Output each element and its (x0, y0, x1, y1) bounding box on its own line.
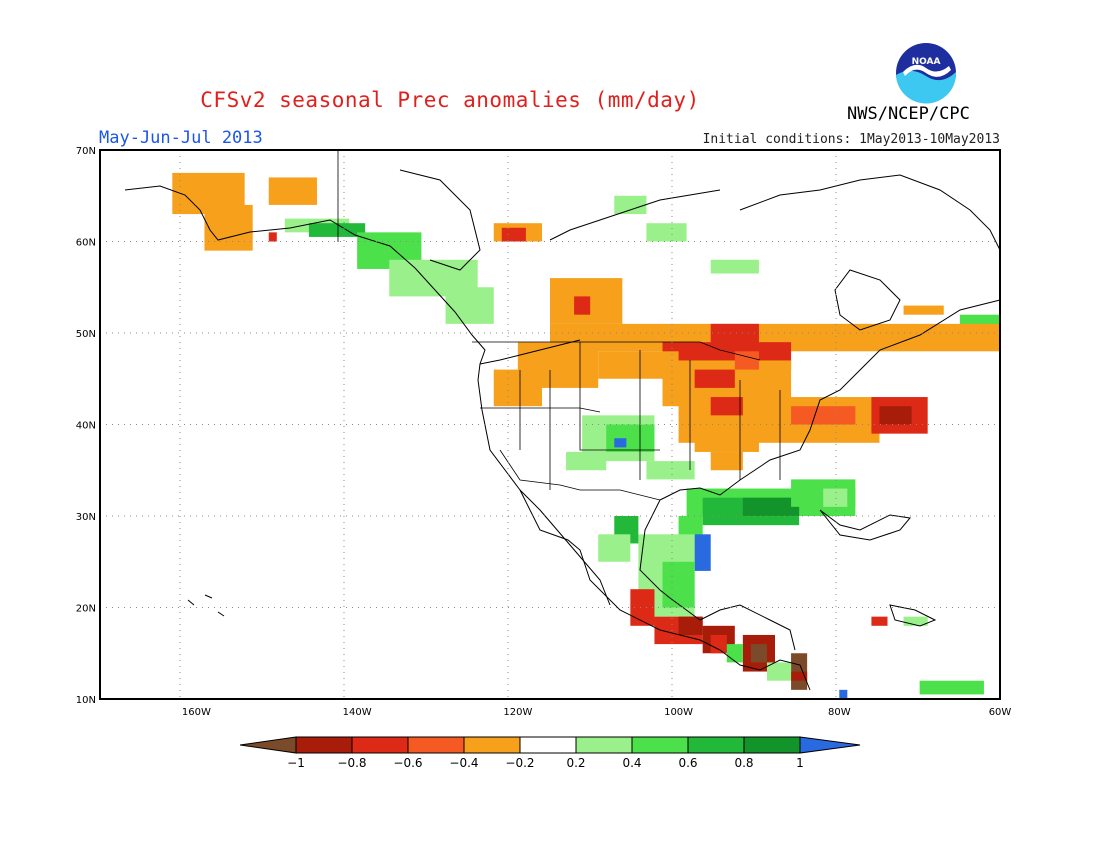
agency-label: NWS/NCEP/CPC (847, 104, 970, 124)
anomaly-cell (493, 369, 542, 407)
anomaly-cell (919, 680, 984, 695)
noaa-logo: NOAA (896, 43, 957, 104)
lat-label: 60N (76, 238, 96, 249)
map-title: CFSv2 seasonal Prec anomalies (mm/day) (200, 88, 700, 112)
political-borders (337, 150, 781, 501)
anomaly-cell (710, 397, 743, 416)
anomaly-cell (501, 227, 526, 242)
color-bar-boxes (240, 736, 861, 754)
anomaly-cell (268, 232, 277, 242)
anomaly-cell (614, 438, 627, 448)
color-bar-labels: −1 −0.8 −0.6 −0.4 −0.2 0.2 0.4 0.6 0.8 1 (287, 756, 804, 770)
color-bar-max-arrow (799, 736, 861, 754)
map-frame (99, 149, 1001, 700)
color-bar-label: −0.2 (505, 756, 534, 770)
color-bar-label: 0.8 (734, 756, 753, 770)
anomaly-cell (766, 662, 792, 681)
anomaly-cells (172, 172, 1000, 699)
lon-label: 100W (664, 707, 693, 718)
anomaly-cell (734, 351, 759, 370)
anomaly-cell (871, 616, 888, 626)
color-bar-label: −0.8 (337, 756, 366, 770)
color-bar-box (351, 736, 409, 754)
coastlines (124, 169, 1001, 691)
color-bar-label: 1 (796, 756, 804, 770)
color-bar-label: −1 (287, 756, 305, 770)
lat-label: 50N (76, 329, 96, 340)
color-bar-label: −0.4 (449, 756, 478, 770)
anomaly-cell (694, 369, 735, 388)
anomaly-cell (694, 534, 711, 571)
color-bar-box (743, 736, 801, 754)
lon-label: 60W (989, 707, 1012, 718)
lon-label: 120W (503, 707, 532, 718)
lat-label: 20N (76, 604, 96, 615)
anomaly-cell (726, 644, 743, 663)
anomaly-cell (710, 634, 727, 654)
anomaly-cell (566, 451, 607, 471)
color-bar-box (575, 736, 633, 754)
anomaly-cell (445, 287, 494, 324)
forecast-period: May-Jun-Jul 2013 (99, 128, 263, 148)
anomaly-cell (598, 534, 631, 562)
lat-label: 40N (76, 421, 96, 432)
color-bar-box (631, 736, 689, 754)
anomaly-cell (574, 296, 591, 315)
anomaly-cell (903, 305, 944, 315)
anomaly-cell (823, 488, 848, 507)
anomaly-cell (614, 195, 647, 215)
lon-axis: 160W 140W 120W 100W 80W 60W (182, 707, 1011, 718)
color-bar-box (687, 736, 745, 754)
color-bar-box (463, 736, 521, 754)
anomaly-cell (606, 424, 655, 452)
graticule (100, 150, 1000, 699)
anomaly-cell (710, 259, 759, 274)
lat-label: 30N (76, 512, 96, 523)
anomaly-cell (646, 461, 695, 480)
anomaly-cell (694, 424, 759, 452)
anomaly-cell (750, 644, 767, 663)
logo-text: NOAA (912, 57, 941, 67)
anomaly-cell (646, 223, 687, 242)
anomaly-cell (839, 689, 848, 699)
lon-label: 80W (828, 707, 851, 718)
color-bar-box (519, 736, 577, 754)
anomaly-cell (662, 561, 695, 608)
color-bar-min-arrow (240, 736, 297, 754)
anomaly-cell (268, 177, 317, 205)
color-bar-label: 0.4 (622, 756, 641, 770)
anomaly-cell (903, 616, 928, 626)
lon-label: 160W (182, 707, 211, 718)
color-bar-label: −0.6 (393, 756, 422, 770)
anomaly-map: 70N 60N 50N 40N 30N 20N 10N 160W 140W 120W 100W 80… (76, 146, 1012, 718)
anomaly-cell (710, 451, 743, 471)
lat-axis: 70N 60N 50N 40N 30N 20N 10N (76, 146, 96, 706)
anomaly-cell (791, 671, 808, 681)
color-bar-box (407, 736, 465, 754)
color-bar-label: 0.6 (678, 756, 697, 770)
anomaly-cell (308, 223, 366, 237)
anomaly-cell (710, 323, 759, 352)
initial-conditions: Initial conditions: 1May2013-10May2013 (702, 132, 1000, 147)
color-bar-label: 0.2 (566, 756, 585, 770)
anomaly-cell (742, 497, 800, 516)
anomaly-cell (630, 589, 655, 626)
lon-label: 140W (343, 707, 372, 718)
lat-label: 10N (76, 695, 96, 706)
anomaly-cell (879, 406, 912, 425)
anomaly-cell (204, 204, 253, 251)
color-bar-box (295, 736, 353, 754)
lat-label: 70N (76, 146, 96, 157)
anomaly-cell (678, 616, 703, 635)
anomaly-cell (791, 406, 856, 425)
color-bar: −1 −0.8 −0.6 −0.4 −0.2 0.2 0.4 0.6 0.8 1 (240, 736, 861, 770)
